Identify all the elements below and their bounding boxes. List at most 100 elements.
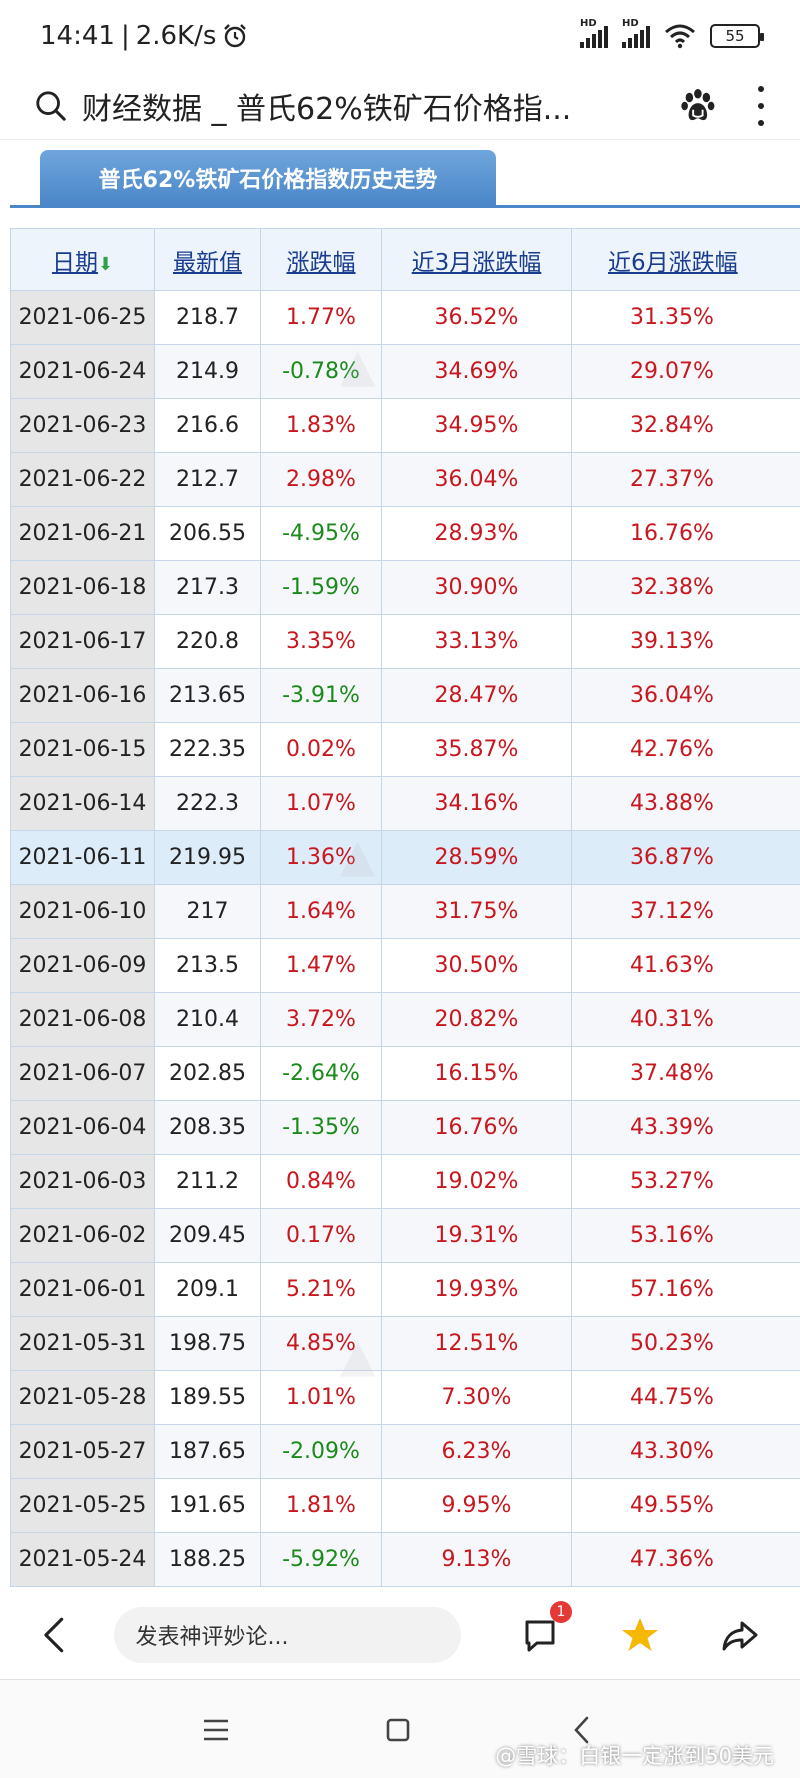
table-row[interactable]: 2021-06-04 208.35 -1.35% 16.76% 43.39%	[10, 1100, 800, 1155]
header-change-3m[interactable]: 近3月涨跌幅	[381, 228, 572, 291]
back-icon[interactable]	[40, 1615, 70, 1655]
header-change-6m-label[interactable]: 近6月涨跌幅	[608, 249, 738, 276]
search-icon[interactable]	[34, 88, 68, 124]
header-change-3m-label[interactable]: 近3月涨跌幅	[411, 249, 542, 276]
table-row[interactable]: 2021-06-21 206.55 -4.95% 28.93% 16.76%	[10, 506, 800, 561]
alarm-icon	[224, 24, 247, 48]
status-bar: 14:41 | 2.6K/s HD HD 55	[0, 0, 800, 72]
comment-icon[interactable]	[521, 1616, 559, 1654]
battery-icon: 55	[710, 24, 764, 48]
cell-change-6m: 27.37%	[571, 452, 800, 507]
table-row[interactable]: 2021-06-23 216.6 1.83% 34.95% 32.84%	[10, 398, 800, 453]
table-row[interactable]: 2021-06-16 213.65 -3.91% 28.47% 36.04%	[10, 668, 800, 723]
home-icon[interactable]	[385, 1717, 411, 1743]
menu-icon[interactable]	[202, 1718, 230, 1742]
header-latest-label[interactable]: 最新值	[173, 249, 242, 276]
paw-icon[interactable]	[679, 86, 717, 126]
table-row[interactable]: 2021-05-24 188.25 -5.92% 9.13% 47.36%	[10, 1532, 800, 1587]
nav-home-button[interactable]	[378, 1710, 418, 1750]
cell-date: 2021-06-07	[10, 1046, 155, 1101]
table-row[interactable]: 2021-06-25 218.7 1.77% 36.52% 31.35%	[10, 290, 800, 345]
cell-latest: 209.1	[154, 1262, 261, 1317]
battery-level: 55	[725, 27, 745, 45]
star-icon[interactable]	[620, 1615, 660, 1655]
table-row[interactable]: 2021-06-15 222.35 0.02% 35.87% 42.76%	[10, 722, 800, 777]
table-row[interactable]: 2021-06-08 210.4 3.72% 20.82% 40.31%	[10, 992, 800, 1047]
table-body: 2021-06-25 218.7 1.77% 36.52% 31.35% 2021-06-…	[10, 290, 800, 1587]
table-row[interactable]: 2021-05-27 187.65 -2.09% 6.23% 43.30%	[10, 1424, 800, 1479]
cell-latest: 212.7	[154, 452, 261, 507]
cell-change: 1.07%	[260, 776, 382, 831]
table-row[interactable]: 2021-06-24 214.9 -0.78% 34.69% 29.07%	[10, 344, 800, 399]
cell-change: 0.84%	[260, 1154, 382, 1209]
cell-change: 1.77%	[260, 290, 382, 345]
cell-change: 1.01%	[260, 1370, 382, 1425]
cell-date: 2021-06-15	[10, 722, 155, 777]
page-title[interactable]: 财经数据 _ 普氏62%铁矿石价格指...	[81, 91, 572, 127]
cell-change-6m: 36.87%	[571, 830, 800, 885]
cell-date: 2021-05-27	[10, 1424, 155, 1479]
cell-change-6m: 40.31%	[571, 992, 800, 1047]
cell-change-3m: 34.69%	[381, 344, 572, 399]
cell-change-3m: 16.76%	[381, 1100, 572, 1155]
cell-date: 2021-06-11	[10, 830, 155, 885]
header-change-6m[interactable]: 近6月涨跌幅	[571, 228, 800, 291]
nav-back-icon[interactable]	[571, 1715, 593, 1745]
tab-bar: 普氏62%铁矿石价格指数历史走势	[10, 150, 800, 208]
table-row[interactable]: 2021-06-02 209.45 0.17% 19.31% 53.16%	[10, 1208, 800, 1263]
sort-down-icon[interactable]: ⬇	[97, 253, 114, 275]
cell-date: 2021-06-18	[10, 560, 155, 615]
cell-date: 2021-06-22	[10, 452, 155, 507]
table-row[interactable]: 2021-06-18 217.3 -1.59% 30.90% 32.38%	[10, 560, 800, 615]
table-row[interactable]: 2021-06-17 220.8 3.35% 33.13% 39.13%	[10, 614, 800, 669]
cell-change: 1.83%	[260, 398, 382, 453]
cell-change-6m: 36.04%	[571, 668, 800, 723]
share-icon[interactable]	[720, 1615, 760, 1655]
cell-change-3m: 12.51%	[381, 1316, 572, 1371]
table-row[interactable]: 2021-06-03 211.2 0.84% 19.02% 53.27%	[10, 1154, 800, 1209]
table-row[interactable]: 2021-06-11 219.95 1.36% 28.59% 36.87%	[10, 830, 800, 885]
cell-change-6m: 32.84%	[571, 398, 800, 453]
header-change-label[interactable]: 涨跌幅	[286, 249, 356, 276]
cell-date: 2021-06-09	[10, 938, 155, 993]
nav-back-button[interactable]	[562, 1710, 602, 1750]
cell-change: -1.59%	[260, 560, 382, 615]
comment-button[interactable]: 1	[521, 1600, 572, 1655]
table-row[interactable]: 2021-06-07 202.85 -2.64% 16.15% 37.48%	[10, 1046, 800, 1101]
cell-change-6m: 41.63%	[571, 938, 800, 993]
cell-change-6m: 47.36%	[571, 1532, 800, 1587]
cell-latest: 218.7	[154, 290, 261, 345]
tab-history-trend[interactable]: 普氏62%铁矿石价格指数历史走势	[40, 150, 496, 206]
cell-change-3m: 28.59%	[381, 830, 572, 885]
comment-input[interactable]: 发表神评妙论...	[113, 1606, 461, 1663]
more-icon[interactable]	[757, 85, 766, 126]
table-row[interactable]: 2021-06-01 209.1 5.21% 19.93% 57.16%	[10, 1262, 800, 1317]
favorite-button[interactable]	[620, 1615, 660, 1655]
cell-change-3m: 16.15%	[381, 1046, 572, 1101]
cell-latest: 198.75	[154, 1316, 261, 1371]
cell-change-3m: 36.04%	[381, 452, 572, 507]
table-row[interactable]: 2021-06-09 213.5 1.47% 30.50% 41.63%	[10, 938, 800, 993]
header-date-label[interactable]: 日期	[51, 249, 98, 276]
table-row[interactable]: 2021-05-25 191.65 1.81% 9.95% 49.55%	[10, 1478, 800, 1533]
table-row[interactable]: 2021-06-10 217 1.64% 31.75% 37.12%	[10, 884, 800, 939]
cell-change-3m: 34.16%	[381, 776, 572, 831]
cell-change: -2.64%	[260, 1046, 382, 1101]
data-table-container[interactable]: 日期⬇ 最新值 涨跌幅 近3月涨跌幅 近6月涨跌幅 2021-06-25 218.…	[10, 228, 800, 1590]
cell-date: 2021-06-08	[10, 992, 155, 1047]
cell-latest: 187.65	[154, 1424, 261, 1479]
cell-date: 2021-06-23	[10, 398, 155, 453]
header-date[interactable]: 日期⬇	[10, 228, 155, 291]
share-button[interactable]	[720, 1615, 760, 1655]
header-change[interactable]: 涨跌幅	[260, 228, 382, 291]
table-row[interactable]: 2021-06-22 212.7 2.98% 36.04% 27.37%	[10, 452, 800, 507]
cell-change-6m: 57.16%	[571, 1262, 800, 1317]
table-row[interactable]: 2021-06-14 222.3 1.07% 34.16% 43.88%	[10, 776, 800, 831]
header-latest[interactable]: 最新值	[154, 228, 261, 291]
table-row[interactable]: 2021-05-31 198.75 4.85% 12.51% 50.23%	[10, 1316, 800, 1371]
cell-change: -0.78%	[260, 344, 382, 399]
status-time: 14:41	[40, 21, 115, 51]
cell-change-6m: 53.16%	[571, 1208, 800, 1263]
nav-menu-button[interactable]	[196, 1710, 236, 1750]
table-row[interactable]: 2021-05-28 189.55 1.01% 7.30% 44.75%	[10, 1370, 800, 1425]
